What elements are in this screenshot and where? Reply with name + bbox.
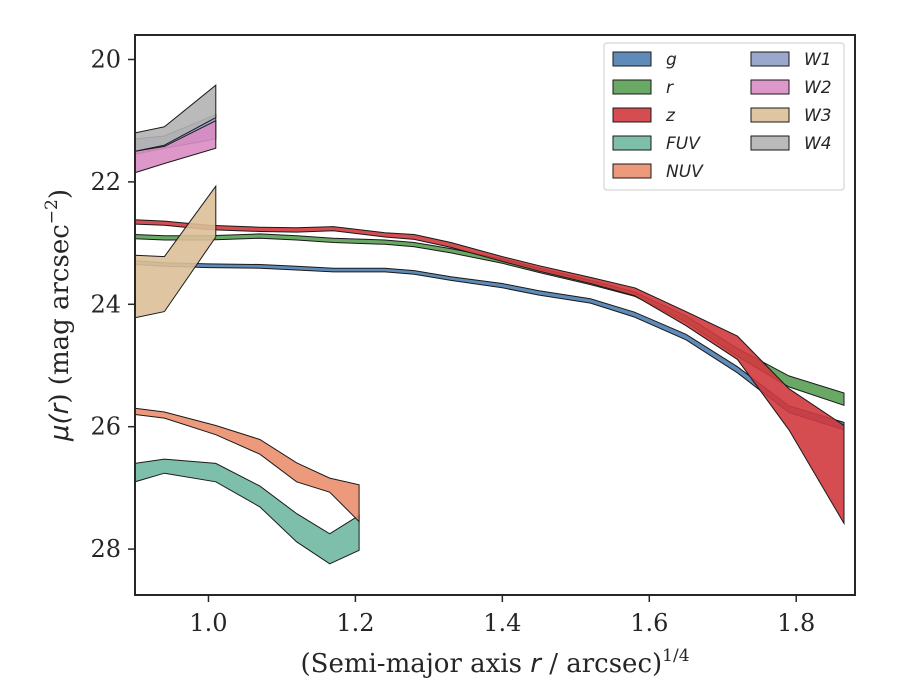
band-w3 — [135, 184, 217, 319]
band-nuv — [135, 407, 360, 523]
x-axis-label: (Semi-major axis r / arcsec)1/4 — [300, 646, 689, 679]
band-z — [135, 219, 845, 526]
legend-swatch-w2 — [750, 79, 790, 95]
x-tick-label: 1.8 — [777, 609, 815, 637]
y-axis-label-variable: r — [45, 401, 75, 414]
y-axis-label-exponent: −2 — [42, 199, 62, 224]
legend-swatch-w4 — [750, 135, 790, 151]
plot-frame — [134, 34, 856, 596]
y-tick-label: 22 — [90, 168, 121, 196]
y-axis-label-symbol: μ( — [45, 412, 75, 442]
x-axis-label-unit: / arcsec) — [541, 649, 662, 679]
data-bands — [135, 84, 845, 565]
legend-swatch-z — [612, 107, 652, 123]
legend-label-fuv: FUV — [666, 134, 701, 154]
legend-swatch-g — [612, 51, 652, 67]
y-axis-ticks: 20 22 24 26 28 — [90, 45, 135, 563]
y-tick-label: 28 — [90, 535, 121, 563]
legend-label-nuv: NUV — [666, 162, 704, 182]
legend-swatch-r — [612, 79, 652, 95]
band-fuv — [135, 458, 360, 565]
x-axis-label-part: (Semi-major axis — [300, 649, 530, 679]
y-axis-label-unit: ) (mag arcsec — [45, 224, 75, 403]
x-tick-label: 1.6 — [630, 609, 668, 637]
legend-swatch-fuv — [612, 135, 652, 151]
y-tick-label: 26 — [90, 413, 121, 441]
x-axis-ticks: 1.0 1.2 1.4 1.6 1.8 — [189, 595, 815, 637]
y-axis-label: μ(r) (mag arcsec−2) — [42, 189, 75, 442]
legend-label-w2: W2 — [804, 78, 832, 98]
y-axis-label-close: ) — [45, 189, 75, 199]
legend-label-g: g — [666, 50, 677, 70]
legend-swatch-w3 — [750, 107, 790, 123]
x-axis-label-variable: r — [530, 649, 543, 679]
band-w4 — [135, 84, 217, 152]
legend: grz FUV NUV W1 W2 W3 W4 — [603, 42, 845, 191]
legend-swatch-nuv — [612, 163, 652, 179]
y-tick-label: 20 — [90, 45, 121, 73]
legend-label-z: z — [665, 106, 676, 126]
x-axis-label-exponent: 1/4 — [662, 646, 689, 666]
band-r — [135, 233, 845, 406]
x-tick-label: 1.2 — [336, 609, 374, 637]
x-tick-label: 1.4 — [483, 609, 521, 637]
legend-swatch-w1 — [750, 51, 790, 67]
legend-label-w4: W4 — [804, 134, 832, 154]
legend-label-r: r — [666, 78, 674, 98]
legend-label-w1: W1 — [804, 50, 832, 70]
y-tick-label: 24 — [90, 290, 121, 318]
legend-label-w3: W3 — [804, 106, 832, 126]
band-w2 — [135, 119, 217, 174]
x-tick-label: 1.0 — [189, 609, 227, 637]
